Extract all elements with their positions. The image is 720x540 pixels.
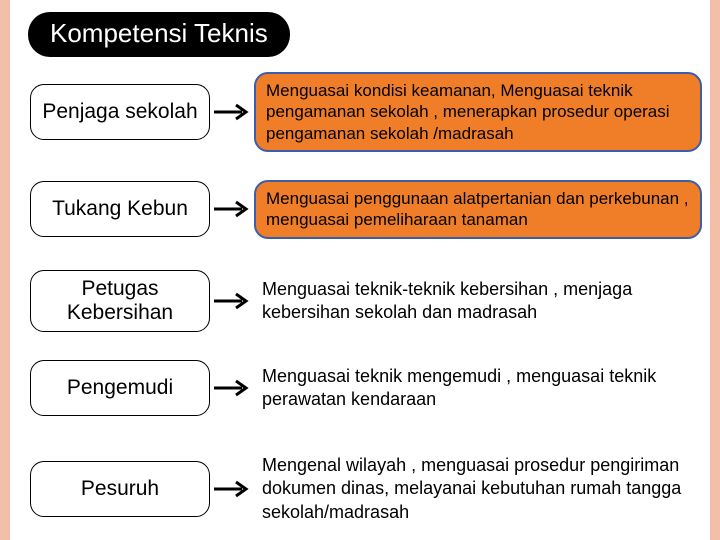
arrow: [210, 200, 254, 218]
page-title: Kompetensi Teknis: [28, 12, 290, 57]
arrow: [210, 292, 254, 310]
role-box: Tukang Kebun: [30, 181, 210, 237]
description-box: Menguasai penggunaan alatpertanian dan p…: [254, 180, 702, 239]
role-box: Pengemudi: [30, 360, 210, 416]
arrow-icon: [212, 200, 252, 218]
competency-row: Tukang Kebun Menguasai penggunaan alatper…: [30, 180, 702, 239]
description-text: Menguasai teknik-teknik kebersihan , men…: [254, 274, 702, 329]
description-text: Menguasai teknik mengemudi , menguasai t…: [254, 361, 702, 416]
arrow-icon: [212, 292, 252, 310]
arrow: [210, 103, 254, 121]
description-box: Menguasai kondisi keamanan, Menguasai te…: [254, 72, 702, 152]
competency-row: Pengemudi Menguasai teknik mengemudi , me…: [30, 360, 702, 416]
competency-row: Pesuruh Mengenal wilayah , menguasai pros…: [30, 450, 702, 528]
left-edge-bar: [0, 0, 10, 540]
arrow: [210, 379, 254, 397]
description-text: Mengenal wilayah , menguasai prosedur pe…: [254, 450, 702, 528]
role-box: Pesuruh: [30, 461, 210, 517]
competency-row: Petugas Kebersihan Menguasai teknik-tekni…: [30, 270, 702, 332]
arrow: [210, 480, 254, 498]
right-edge-bar: [710, 0, 720, 540]
competency-row: Penjaga sekolah Menguasai kondisi keamana…: [30, 72, 702, 152]
role-box: Petugas Kebersihan: [30, 270, 210, 332]
arrow-icon: [212, 103, 252, 121]
arrow-icon: [212, 379, 252, 397]
role-box: Penjaga sekolah: [30, 84, 210, 140]
arrow-icon: [212, 480, 252, 498]
